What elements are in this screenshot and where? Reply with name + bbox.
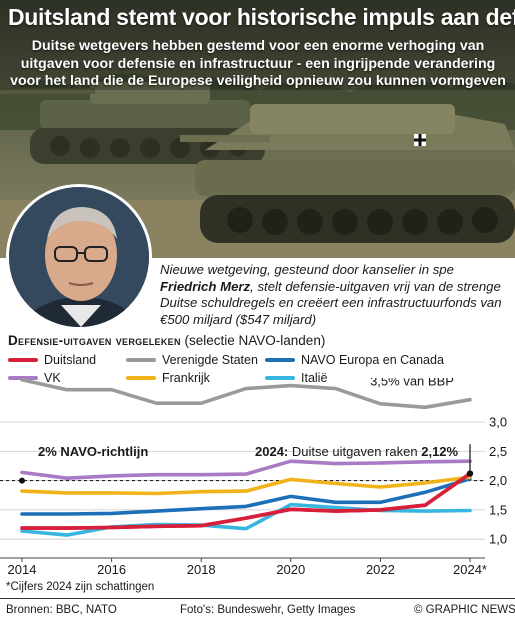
legend-swatch [8,358,38,362]
legend-label: VK [44,371,61,385]
legend-item-duitsland: Duitsland [8,353,96,367]
x-tick-label: 2020 [276,562,305,577]
x-tick-label: 2018 [187,562,216,577]
us-annotation: 3,5% van BBP [370,378,454,389]
x-tick-label: 2022 [366,562,395,577]
legend-swatch [126,358,156,362]
legend-item-frankrijk: Frankrijk [126,371,210,385]
footer-sources: Bronnen: BBC, NATO [6,604,117,616]
photo-caption: Nieuwe wetgeving, gesteund door kanselie… [160,262,510,328]
header-photo: Duitsland stemt voor historische impuls … [0,0,515,258]
legend-label: Italië [301,371,328,385]
chart-title: Defensie-uitgaven vergeleken (selectie N… [8,333,325,348]
portrait-image [9,187,149,327]
page-subtitle: Duitse wetgevers hebben gestemd voor een… [10,38,506,89]
legend-swatch [8,376,38,380]
legend-item-verenigde-staten: Verenigde Staten [126,353,258,367]
legend-label: Duitsland [44,353,97,367]
legend-item-italie: Italië [265,371,327,385]
caption-text-end: , stelt defensie-uitgaven vrij van de st… [160,278,502,327]
legend-swatch [265,376,295,380]
footnote: *Cijfers 2024 zijn schattingen [6,581,154,593]
reference-marker [19,477,25,484]
legend-swatch [265,358,295,362]
x-tick-label: 2016 [97,562,126,577]
tank-front [180,104,515,243]
series-line-frankrijk [20,475,472,496]
germany-2024-annotation: 2024: Duitse uitgaven raken 2,12% [255,444,459,459]
legend-swatch [126,376,156,380]
line-chart: 1,0 1,5 2,0 2,5 3,0 2014 2016 2018 2020 2022 2024*… [0,378,507,593]
reference-label: 2% NAVO-richtlijn [38,444,148,459]
cross-emblem-icon [414,134,426,146]
legend-item-vk: VK [8,371,61,385]
y-tick-label: 2,0 [489,473,507,488]
chart-qualifier: (selectie NAVO-landen) [180,333,326,348]
series-line-navo-europa-en-canada [20,477,472,516]
footer: Bronnen: BBC, NATO Foto's: Bundeswehr, G… [0,598,515,624]
chart-heading: Defensie-uitgaven vergeleken [8,333,181,348]
footer-credit: © GRAPHIC NEWS [414,604,515,616]
page-title: Duitsland stemt voor historische impuls … [8,4,515,30]
tank-photo [0,0,515,258]
y-tick-label: 1,0 [489,532,507,547]
caption-name: Friedrich Merz [160,278,251,294]
series-line-vk [20,459,472,480]
series-line-italië [20,502,472,537]
legend-item-navo: NAVO Europa en Canada [265,353,444,367]
germany-2024-marker [466,470,474,477]
x-tick-label: 2024* [453,562,487,577]
x-tick-label: 2014 [8,562,37,577]
y-tick-label: 3,0 [489,414,507,429]
legend-label: Frankrijk [162,371,210,385]
y-tick-label: 1,5 [489,502,507,517]
caption-text: Nieuwe wetgeving, gesteund door kanselie… [160,262,454,277]
footer-photos: Foto's: Bundeswehr, Getty Images [180,604,356,616]
portrait-photo [6,184,152,330]
legend-label: NAVO Europa en Canada [301,353,444,367]
series-line-verenigde-staten [20,378,472,410]
legend-label: Verenigde Staten [162,353,258,367]
y-tick-label: 2,5 [489,444,507,459]
series-line-duitsland-top [20,471,472,530]
